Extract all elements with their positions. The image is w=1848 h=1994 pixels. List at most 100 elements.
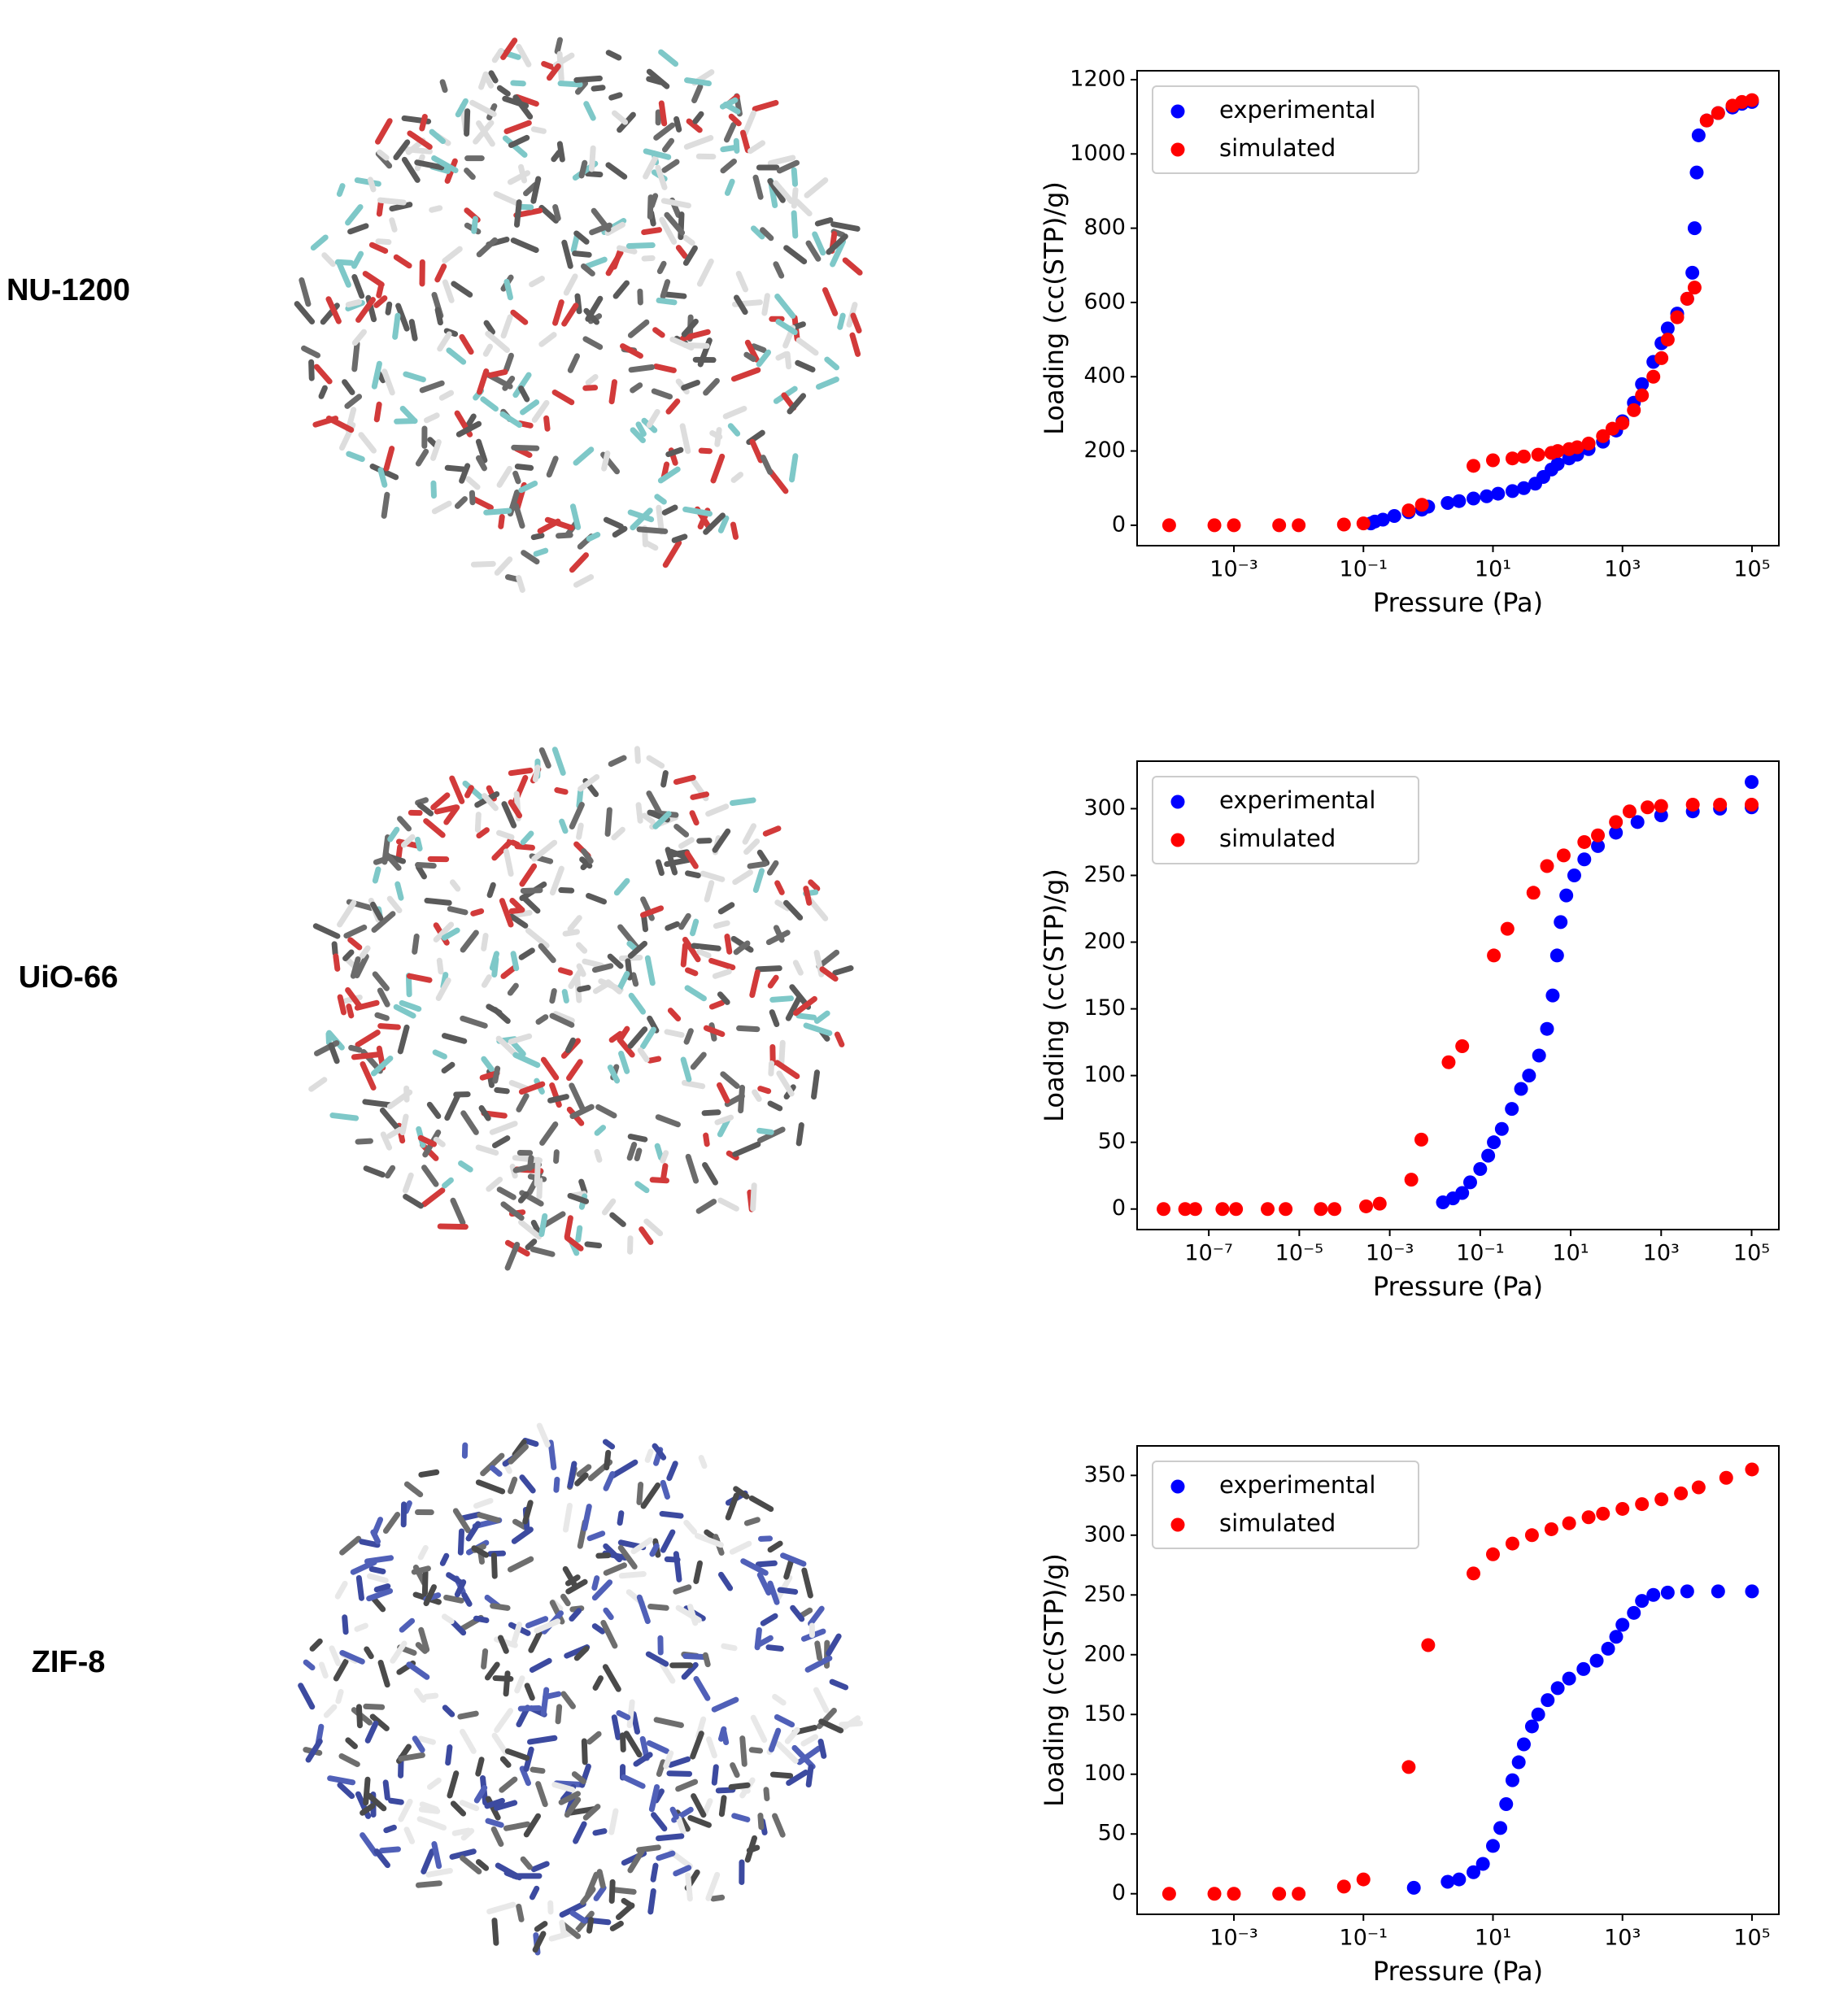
- bond: [763, 1616, 775, 1623]
- point: [1359, 1199, 1373, 1213]
- bond: [761, 1089, 769, 1091]
- point: [1473, 1162, 1487, 1176]
- point: [1401, 503, 1415, 517]
- bond: [392, 220, 394, 230]
- point: [1563, 1517, 1576, 1530]
- y-tick-label: 200: [1083, 929, 1126, 954]
- x-tick-label: 10¹: [1475, 557, 1511, 582]
- bond: [461, 1164, 471, 1170]
- point: [1674, 1487, 1688, 1500]
- row-label: NU-1200: [7, 273, 130, 307]
- bond: [650, 1059, 659, 1060]
- bond: [366, 1706, 382, 1707]
- bond: [375, 869, 378, 881]
- bond: [694, 1796, 704, 1815]
- bond: [706, 381, 717, 393]
- bond: [542, 335, 554, 345]
- bond: [693, 1055, 704, 1067]
- bond: [492, 1468, 499, 1474]
- bond: [651, 1891, 654, 1911]
- bond: [614, 829, 623, 838]
- bond: [626, 1734, 639, 1755]
- x-tick-label: 10⁻¹: [1340, 557, 1388, 582]
- bond: [576, 1824, 585, 1841]
- bond: [683, 1060, 689, 1079]
- bond: [639, 1484, 641, 1502]
- bond: [696, 1563, 700, 1581]
- y-tick-label: 300: [1083, 795, 1126, 821]
- bond: [438, 310, 440, 323]
- bond: [523, 834, 531, 842]
- bond: [503, 317, 510, 336]
- bond: [832, 1682, 845, 1687]
- bond: [818, 380, 836, 387]
- bond: [652, 1787, 656, 1809]
- bond: [506, 355, 511, 369]
- bond: [712, 1003, 721, 1007]
- point: [1711, 1584, 1725, 1598]
- bond: [349, 454, 363, 459]
- bond: [576, 577, 591, 586]
- point: [1421, 1639, 1435, 1652]
- bond: [388, 304, 390, 312]
- bond: [555, 750, 563, 773]
- bond: [567, 1218, 570, 1237]
- point: [1506, 1537, 1519, 1551]
- bond: [688, 1875, 691, 1899]
- bond: [302, 281, 308, 304]
- bond: [502, 1779, 515, 1790]
- bond: [606, 1565, 624, 1573]
- bond: [590, 1734, 599, 1742]
- bond: [776, 264, 782, 276]
- bond: [794, 213, 795, 236]
- bond: [687, 81, 709, 84]
- bond: [332, 1648, 338, 1664]
- point: [1654, 1492, 1668, 1506]
- bond: [708, 807, 726, 814]
- bond: [754, 346, 764, 350]
- bond: [659, 300, 674, 302]
- bond: [534, 129, 543, 132]
- bond: [495, 1735, 506, 1752]
- bond: [778, 297, 793, 316]
- bond: [346, 927, 364, 935]
- bond: [760, 1130, 772, 1132]
- point: [1512, 1756, 1526, 1770]
- bond: [582, 1182, 585, 1192]
- point: [1692, 128, 1706, 142]
- bond: [769, 863, 776, 873]
- point: [1407, 1881, 1421, 1895]
- bond: [542, 1216, 545, 1234]
- bond: [342, 1757, 357, 1765]
- bond: [534, 535, 542, 537]
- bond: [497, 1090, 507, 1091]
- bond: [372, 1569, 383, 1571]
- bond: [699, 1202, 714, 1212]
- bond: [806, 889, 809, 903]
- bond: [704, 1801, 710, 1814]
- bond: [657, 1146, 660, 1157]
- bond: [445, 249, 460, 260]
- point: [1688, 281, 1702, 294]
- bond: [733, 1765, 738, 1775]
- bond: [398, 884, 401, 898]
- legend-label: simulated: [1219, 1509, 1336, 1537]
- bond: [825, 290, 835, 314]
- bond: [606, 520, 621, 526]
- bond: [687, 970, 695, 973]
- legend-marker: [1171, 795, 1185, 809]
- bond: [684, 1083, 702, 1086]
- bond: [617, 881, 627, 893]
- bond: [407, 150, 429, 152]
- bond: [599, 1107, 614, 1115]
- bond: [338, 1691, 341, 1700]
- bond: [817, 1013, 827, 1021]
- bond: [822, 1722, 841, 1731]
- bond: [612, 1923, 621, 1928]
- bond: [642, 1230, 651, 1243]
- bond: [421, 1472, 437, 1474]
- bond: [704, 1112, 718, 1113]
- bond: [558, 1707, 560, 1722]
- bond: [429, 1104, 438, 1116]
- bond: [503, 968, 515, 977]
